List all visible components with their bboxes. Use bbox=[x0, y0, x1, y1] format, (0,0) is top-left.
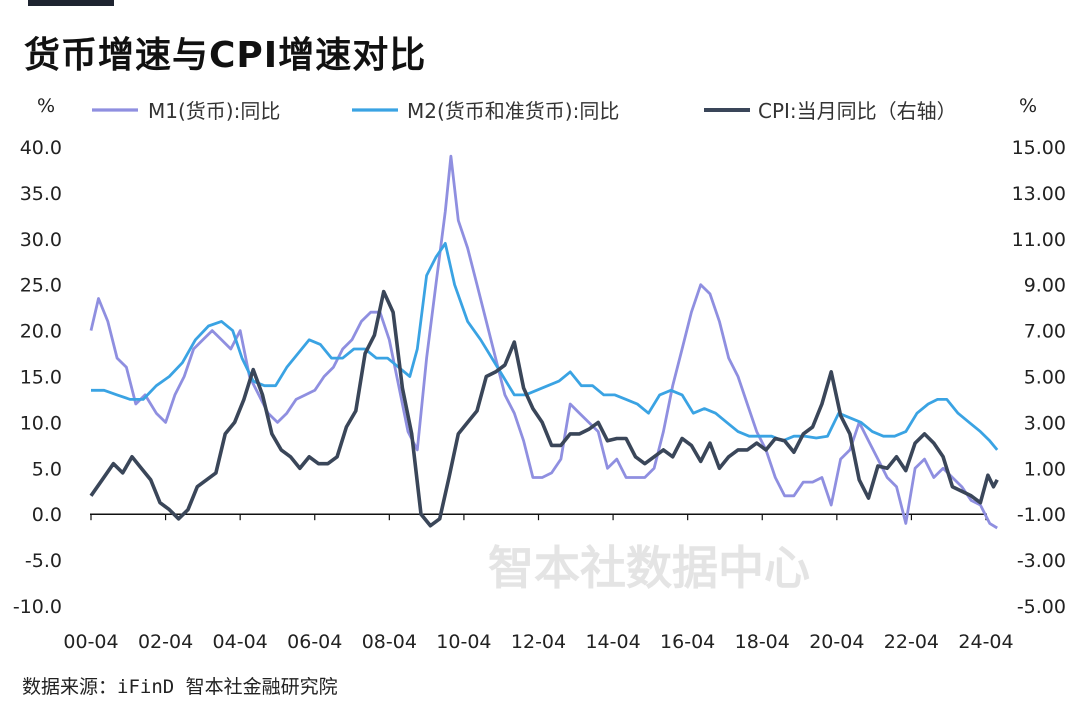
series-m1-line bbox=[89, 154, 998, 530]
x-tick-label: 12-04 bbox=[511, 631, 566, 653]
source-note: 数据来源：iFinD 智本社金融研究院 bbox=[22, 676, 338, 698]
chart-title: 货币增速与CPI增速对比 bbox=[24, 35, 427, 76]
x-tick-label: 22-04 bbox=[884, 631, 939, 653]
legend-item-m2-label: M2(货币和准货币):同比 bbox=[407, 99, 619, 123]
x-tick-label: 00-04 bbox=[63, 631, 118, 653]
right-y-tick-label: 9.00 bbox=[1024, 275, 1066, 297]
x-tick-label: 24-04 bbox=[958, 631, 1013, 653]
axes: 40.0 35.0 30.0 25.0 20.0 15.0 10.0 5.0 0.0 -5.0 -1… bbox=[13, 95, 1066, 653]
right-axis-unit: % bbox=[1019, 95, 1037, 117]
left-y-tick-label: 0.0 bbox=[32, 504, 62, 526]
left-y-tick-label: 35.0 bbox=[20, 183, 62, 205]
right-y-tick-label: 3.00 bbox=[1024, 412, 1066, 434]
legend: M1(货币):同比 M2(货币和准货币):同比 CPI:当月同比（右轴） bbox=[92, 99, 957, 123]
left-y-tick-label: 30.0 bbox=[20, 229, 62, 251]
x-tick-label: 02-04 bbox=[138, 631, 193, 653]
left-y-tick-label: 40.0 bbox=[20, 137, 62, 159]
x-tick-label: 16-04 bbox=[660, 631, 715, 653]
watermark: 智本社数据中心 bbox=[488, 541, 810, 595]
left-y-tick-label: -5.0 bbox=[25, 550, 62, 572]
right-y-tick-label: 11.00 bbox=[1012, 229, 1066, 251]
x-tick-label: 10-04 bbox=[436, 631, 491, 653]
series-cpi-line bbox=[89, 289, 999, 528]
right-y-tick-label: -3.00 bbox=[1017, 550, 1066, 572]
x-tick-label: 20-04 bbox=[809, 631, 864, 653]
series-lines bbox=[89, 154, 999, 530]
right-y-tick-label: 13.00 bbox=[1012, 183, 1066, 205]
left-y-tick-label: 5.0 bbox=[32, 458, 62, 480]
legend-item-cpi-label: CPI:当月同比（右轴） bbox=[758, 99, 957, 123]
right-y-tick-label: 5.00 bbox=[1024, 367, 1066, 389]
legend-item-m1-label: M1(货币):同比 bbox=[148, 99, 280, 123]
right-y-tick-label: 1.00 bbox=[1024, 458, 1066, 480]
left-y-tick-label: 15.0 bbox=[20, 367, 62, 389]
left-y-tick-label: 10.0 bbox=[20, 412, 62, 434]
right-y-tick-label: 15.00 bbox=[1012, 137, 1066, 159]
x-tick-label: 04-04 bbox=[213, 631, 268, 653]
title-accent-bar bbox=[28, 0, 114, 6]
x-tick-label: 06-04 bbox=[287, 631, 342, 653]
right-y-tick-label: -1.00 bbox=[1017, 504, 1066, 526]
left-y-tick-label: 25.0 bbox=[20, 275, 62, 297]
x-tick-label: 18-04 bbox=[735, 631, 790, 653]
right-y-tick-label: -5.00 bbox=[1017, 596, 1066, 618]
x-tick-label: 08-04 bbox=[362, 631, 417, 653]
left-axis-unit: % bbox=[37, 95, 55, 117]
x-tick-label: 14-04 bbox=[585, 631, 640, 653]
right-y-tick-label: 7.00 bbox=[1024, 321, 1066, 343]
left-y-tick-label: -10.0 bbox=[13, 596, 62, 618]
left-y-tick-label: 20.0 bbox=[20, 321, 62, 343]
